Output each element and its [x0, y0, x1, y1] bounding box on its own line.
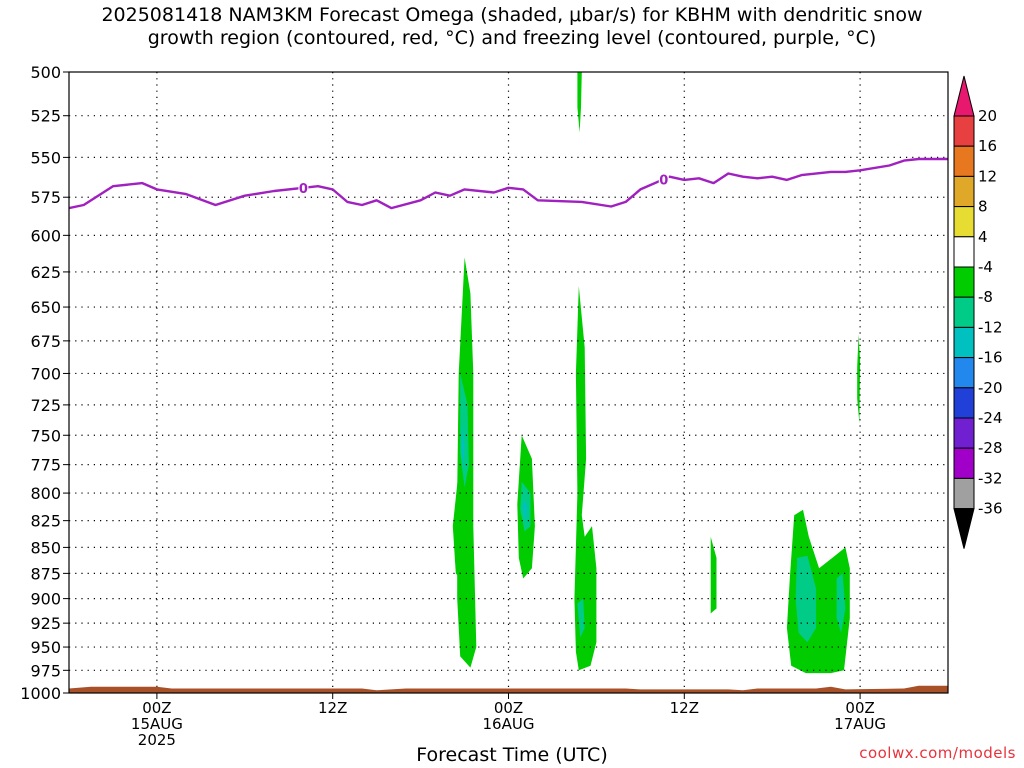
y-tick-label-675: 675: [30, 332, 61, 351]
omega-region-25: [795, 555, 817, 643]
y-tick-label-600: 600: [30, 226, 61, 245]
colorbar-seg-5: [953, 236, 975, 268]
colorbar-seg-12: [953, 447, 975, 479]
grid-lines: [69, 72, 948, 693]
colorbar-seg-6: [953, 266, 975, 298]
x-tick-label-54-1: 17AUG: [834, 715, 886, 733]
omega-region-28: [523, 498, 528, 521]
omega-region-26: [836, 573, 846, 633]
x-tick-label-30-0: 00Z: [494, 699, 523, 717]
colorbar-label-6: -8: [978, 288, 993, 306]
colorbar-label-10: -24: [978, 409, 1003, 427]
colorbar-label-9: -20: [978, 379, 1003, 397]
x-tick-label-6-0: 00Z: [142, 699, 171, 717]
terrain: [69, 685, 948, 693]
x-tick-label-6-2: 2025: [138, 731, 176, 749]
y-tick-label-625: 625: [30, 263, 61, 282]
colorbar-label-4: 4: [978, 228, 988, 246]
y-tick-label-750: 750: [30, 426, 61, 445]
omega-region-14: [577, 72, 582, 133]
freezing-level-label-bg-1: [658, 171, 669, 187]
omega-region-19: [710, 536, 717, 614]
colorbar-seg-1: [953, 115, 975, 147]
colorbar: 20 16 12 8 4 -4 -8 -12 -16 -20 -24 -28 -32 -36: [953, 75, 1003, 549]
y-tick-label-700: 700: [30, 364, 61, 383]
x-tick-label-30-1: 16AUG: [483, 715, 535, 733]
y-tick-label-775: 775: [30, 456, 61, 475]
colorbar-label-12: -32: [978, 469, 1003, 487]
colorbar-seg-3: [953, 175, 975, 208]
colorbar-label-3: 8: [978, 198, 988, 216]
freezing-level-label-0: 0: [299, 182, 308, 197]
x-tick-label-6-1: 15AUG: [131, 715, 183, 733]
x-tick-label-42-0: 12Z: [670, 699, 699, 717]
colorbar-label-2: 12: [978, 167, 997, 185]
y-tick-label-800: 800: [30, 484, 61, 503]
omega-region-13: [880, 588, 890, 614]
colorbar-label-11: -28: [978, 439, 1003, 457]
colorbar-seg-2: [953, 145, 975, 177]
omega-region-10: [822, 205, 842, 287]
omega-shading: [74, 72, 890, 674]
colorbar-label-8: -16: [978, 349, 1003, 367]
colorbar-label-7: -12: [978, 318, 1003, 336]
colorbar-top-arrow: [953, 75, 975, 117]
colorbar-seg-10: [953, 387, 975, 419]
colorbar-seg-7: [953, 296, 975, 328]
x-axis-label: Forecast Time (UTC): [416, 744, 608, 766]
colorbar-label-1: 16: [978, 137, 997, 155]
omega-region-3: [561, 411, 566, 448]
terrain-fill: [69, 685, 948, 693]
omega-region-21: [857, 334, 861, 424]
colorbar-seg-8: [953, 326, 975, 359]
y-tick-label-900: 900: [30, 590, 61, 609]
freezing-level-label-bg-0: [298, 179, 309, 195]
omega-region-8: [524, 608, 531, 657]
colorbar-label-0: 20: [978, 107, 997, 125]
y-tick-label-850: 850: [30, 538, 61, 557]
omega-region-24: [577, 598, 585, 638]
y-tick-label-925: 925: [30, 614, 61, 633]
y-tick-label-725: 725: [30, 396, 61, 415]
y-tick-label-575: 575: [30, 188, 61, 207]
y-tick-label-525: 525: [30, 107, 61, 126]
colorbar-seg-4: [953, 206, 975, 238]
omega-region-5: [537, 536, 547, 579]
y-tick-label-550: 550: [30, 148, 61, 167]
y-tick-label-650: 650: [30, 298, 61, 317]
colorbar-seg-9: [953, 357, 975, 389]
x-tick-label-18-0: 12Z: [318, 699, 347, 717]
chart-title-line1: 2025081418 NAM3KM Forecast Omega (shaded…: [101, 4, 923, 26]
colorbar-label-5: -4: [978, 258, 993, 276]
omega-region-2: [228, 411, 235, 459]
freezing-level-label-1: 0: [659, 173, 668, 188]
omega-region-0: [74, 552, 128, 643]
y-tick-label-975: 975: [30, 661, 61, 680]
freezing-level-line: [69, 157, 948, 210]
colorbar-bottom-arrow: [953, 508, 975, 549]
y-tick-label-500: 500: [30, 63, 61, 82]
omega-region-11: [835, 360, 849, 505]
colorbar-label-13: -36: [978, 500, 1003, 518]
chart-title-line2: growth region (contoured, red, °C) and f…: [147, 27, 877, 49]
chart-title: 2025081418 NAM3KM Forecast Omega (shaded…: [0, 4, 1024, 50]
omega-region-9: [747, 72, 792, 604]
colorbar-seg-13: [953, 477, 975, 510]
y-tick-label-950: 950: [30, 638, 61, 657]
omega-region-12: [851, 578, 859, 647]
freezing-level-contour: 00: [69, 157, 948, 210]
y-tick-label-875: 875: [30, 564, 61, 583]
omega-region-18: [574, 286, 597, 671]
omega-region-1: [165, 531, 181, 643]
source-credit: coolwx.com/models: [859, 744, 1016, 762]
omega-region-27: [461, 423, 465, 471]
x-tick-label-54-0: 00Z: [845, 699, 874, 717]
y-axis: 500 525 550 575 600 625 650 675 700 725 750 775 800 8…: [20, 63, 69, 703]
y-tick-label-825: 825: [30, 512, 61, 531]
colorbar-seg-11: [953, 417, 975, 449]
y-tick-label-1000: 1000: [20, 684, 61, 703]
